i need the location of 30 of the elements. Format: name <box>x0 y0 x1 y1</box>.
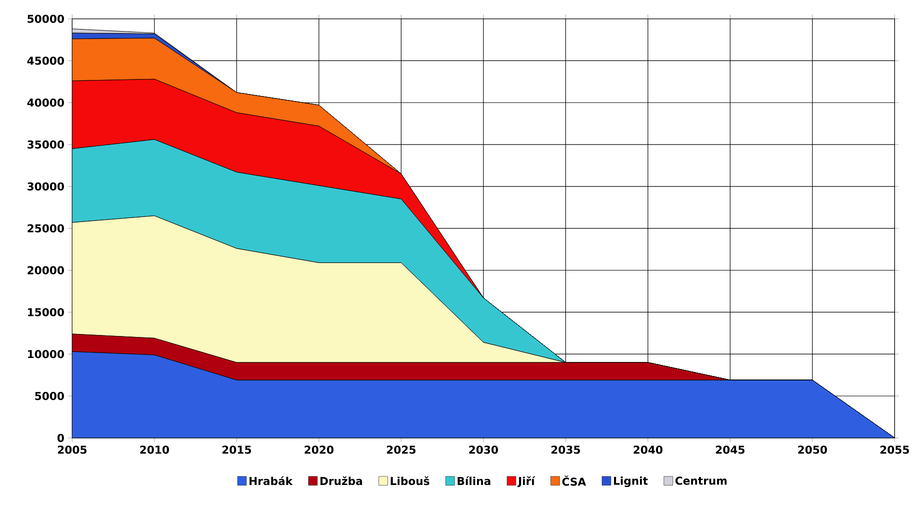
y-tick-label: 40000 <box>27 98 64 107</box>
x-tick-label: 2055 <box>880 446 909 454</box>
y-tick-label: 15000 <box>28 308 64 316</box>
x-tick-label: 2005 <box>58 446 86 454</box>
legend-label: ČSA <box>562 476 586 486</box>
x-tick-label: 2030 <box>469 446 498 454</box>
y-tick-label: 0 <box>57 434 64 442</box>
legend-label: Hrabák <box>250 476 293 486</box>
y-tick-label: 45000 <box>27 56 64 65</box>
legend-label: Lignit <box>614 476 648 488</box>
y-tick-label: 10000 <box>28 350 64 358</box>
x-tick-label: 2010 <box>140 446 169 454</box>
x-tick-label: 2020 <box>304 446 334 454</box>
y-tick-label: 5000 <box>35 392 64 400</box>
y-tick-label: 35000 <box>28 140 64 149</box>
y-tick-label: 20000 <box>28 266 64 274</box>
y-tick-label: 50000 <box>28 14 64 23</box>
x-tick-label: 2035 <box>551 446 580 454</box>
x-tick-label: 2025 <box>386 446 416 454</box>
x-tick-label: 2045 <box>716 446 744 454</box>
legend-label: Družba <box>320 476 362 486</box>
legend-label: Jiří <box>517 476 536 488</box>
y-tick-label: 25000 <box>28 224 64 232</box>
legend-label: Centrum <box>675 476 727 485</box>
legend-label: Bílina <box>458 476 490 486</box>
x-tick-label: 2050 <box>798 446 827 454</box>
legend-label: Libouš <box>390 476 430 486</box>
x-tick-label: 2015 <box>222 446 251 454</box>
x-tick-label: 2040 <box>634 446 662 454</box>
y-tick-label: 30000 <box>28 182 64 191</box>
